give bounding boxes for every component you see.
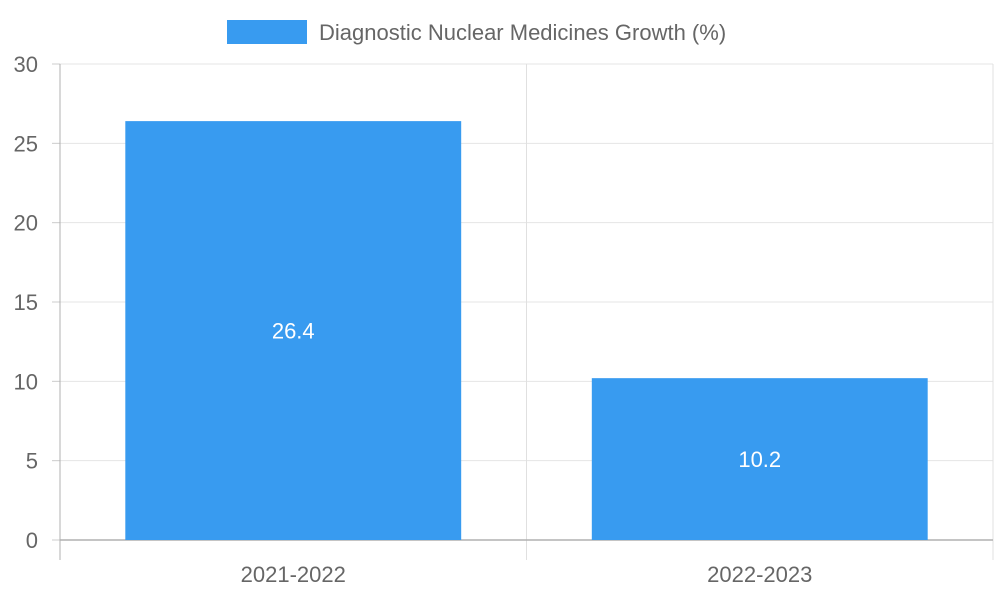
- y-tick-label: 20: [14, 211, 38, 236]
- y-tick-label: 30: [14, 52, 38, 77]
- x-tick-label: 2021-2022: [241, 562, 346, 587]
- bar-2022-2023: [591, 378, 928, 540]
- y-tick-label: 15: [14, 290, 38, 315]
- legend-swatch: [227, 20, 307, 44]
- y-tick-labels: 0 5 10 15 20 25 30: [14, 52, 38, 553]
- bar-2021-2022: [125, 121, 462, 541]
- y-tick-label: 25: [14, 131, 38, 156]
- data-label: 26.4: [272, 319, 315, 344]
- y-tick-label: 5: [26, 449, 38, 474]
- x-tick-label: 2022-2023: [707, 562, 812, 587]
- legend[interactable]: Diagnostic Nuclear Medicines Growth (%): [227, 20, 726, 45]
- x-tick-labels: 2021-2022 2022-2023: [241, 562, 813, 587]
- bars: [125, 121, 928, 541]
- data-labels: 26.4 10.2: [272, 319, 781, 473]
- y-tick-label: 0: [26, 528, 38, 553]
- y-tick-label: 10: [14, 369, 38, 394]
- data-label: 10.2: [738, 447, 781, 472]
- legend-label: Diagnostic Nuclear Medicines Growth (%): [319, 20, 726, 45]
